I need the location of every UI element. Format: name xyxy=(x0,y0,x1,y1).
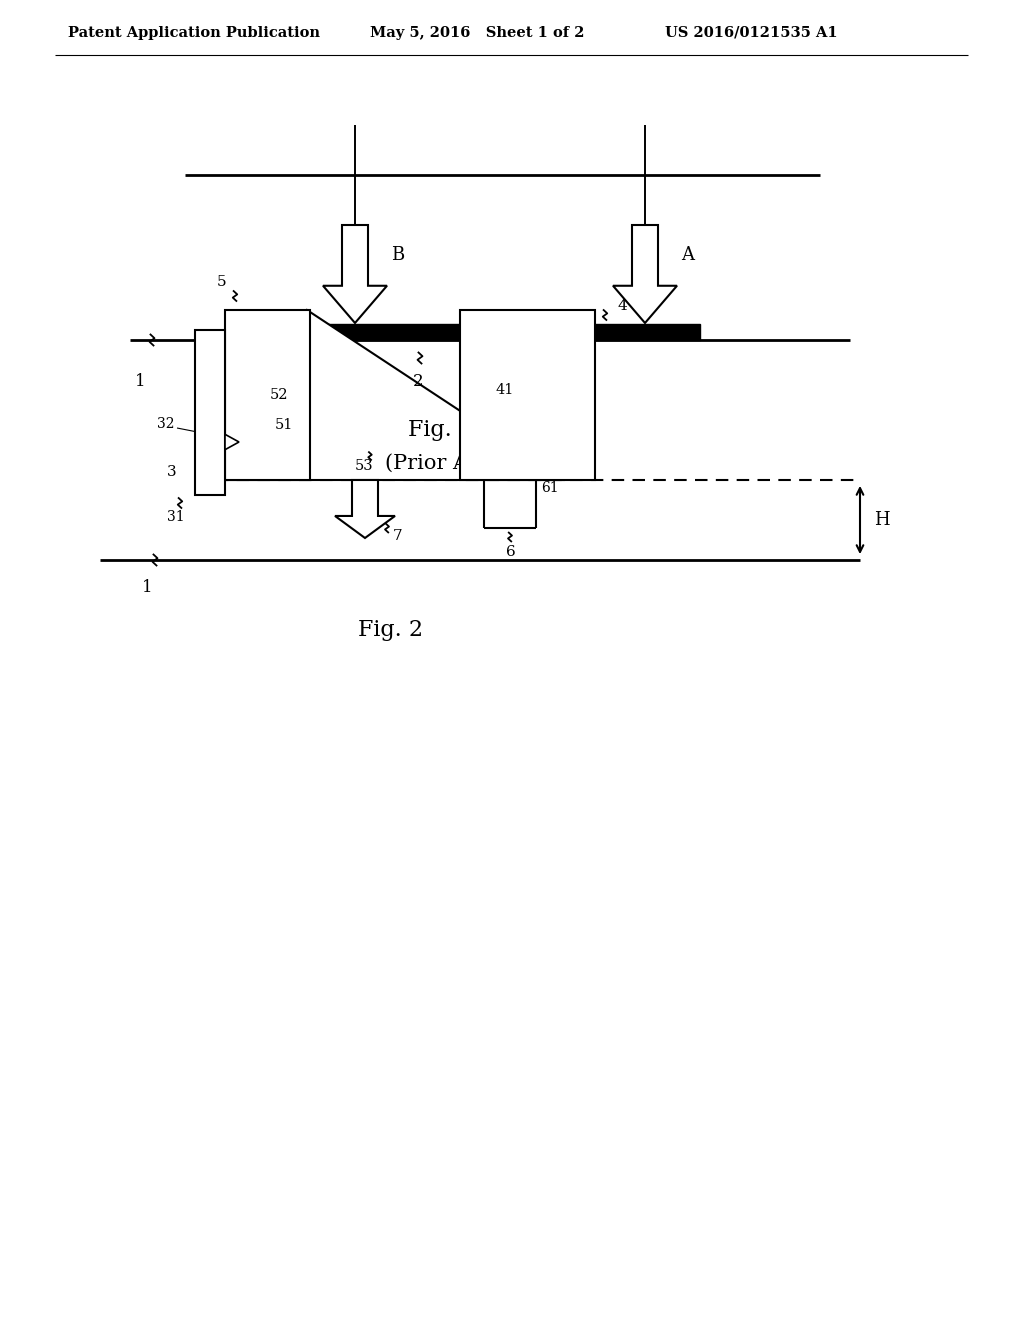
Text: 53: 53 xyxy=(355,459,374,473)
Polygon shape xyxy=(323,224,387,323)
Text: 51: 51 xyxy=(275,418,293,432)
Polygon shape xyxy=(335,480,395,539)
Text: 6: 6 xyxy=(506,545,516,558)
Text: 41: 41 xyxy=(495,383,513,397)
Text: H: H xyxy=(874,511,890,529)
Text: 1: 1 xyxy=(135,374,145,391)
Text: US 2016/0121535 A1: US 2016/0121535 A1 xyxy=(665,26,838,40)
Text: 31: 31 xyxy=(167,510,184,524)
Text: A: A xyxy=(681,246,694,264)
Polygon shape xyxy=(225,310,565,480)
Text: 3: 3 xyxy=(167,465,176,479)
Text: 61: 61 xyxy=(541,480,559,495)
Bar xyxy=(460,310,595,480)
Text: 7: 7 xyxy=(393,529,402,543)
Text: B: B xyxy=(391,246,404,264)
Text: 4: 4 xyxy=(617,300,627,313)
Bar xyxy=(225,310,310,480)
Text: 52: 52 xyxy=(270,388,289,403)
Text: Patent Application Publication: Patent Application Publication xyxy=(68,26,319,40)
Polygon shape xyxy=(225,434,239,450)
Text: Fig. 2: Fig. 2 xyxy=(357,619,423,642)
Text: 32: 32 xyxy=(157,417,174,432)
Text: May 5, 2016   Sheet 1 of 2: May 5, 2016 Sheet 1 of 2 xyxy=(370,26,585,40)
Bar xyxy=(290,323,700,341)
Bar xyxy=(195,330,225,495)
Text: Fig. 1: Fig. 1 xyxy=(408,418,472,441)
Text: (Prior Art): (Prior Art) xyxy=(385,454,495,473)
Polygon shape xyxy=(613,224,677,323)
Text: 2: 2 xyxy=(413,374,424,391)
Text: 5: 5 xyxy=(217,275,226,289)
Text: 1: 1 xyxy=(142,579,153,597)
